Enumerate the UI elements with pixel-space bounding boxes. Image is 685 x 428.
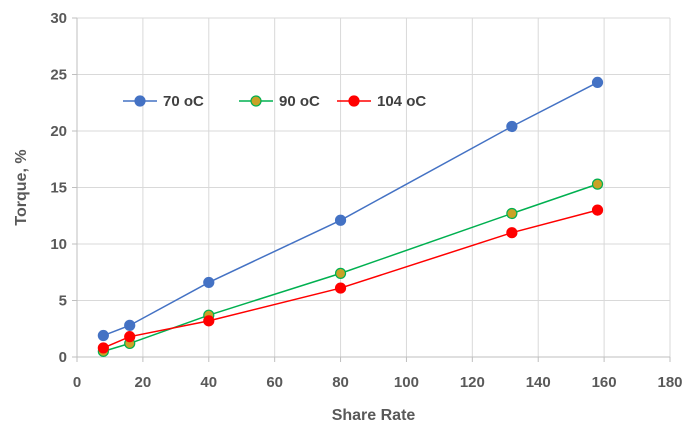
legend-label: 70 oC [163,93,204,110]
legend-label: 90 oC [279,93,320,110]
data-point [334,282,347,294]
x-tick-label: 120 [460,374,485,391]
x-tick-label: 60 [266,374,283,391]
series-lines [97,76,604,357]
x-tick-label: 100 [394,374,419,391]
series-line [103,183,598,353]
x-tick-label: 180 [657,374,682,391]
data-point [97,329,109,342]
series-0 [97,76,604,342]
data-point [203,315,215,327]
data-point [506,207,518,220]
x-tick-labels: 0 20 40 60 80 100 120 140 160 180 [73,374,683,391]
x-tick-label: 80 [332,374,349,391]
legend-marker [250,95,262,107]
series-line [103,209,598,349]
y-tick-labels: 0 5 10 15 20 25 30 [50,10,67,366]
y-tick-label: 15 [50,180,67,197]
data-point [124,319,136,331]
legend-item: 90 oC [239,93,320,110]
x-tick-label: 20 [135,374,152,391]
data-point [506,120,518,133]
data-point [591,204,604,216]
data-point [591,76,604,89]
data-point [124,331,136,343]
gridlines [77,17,671,357]
data-point [334,267,347,279]
series-1 [97,178,604,357]
y-tick-label: 20 [50,123,67,140]
x-tick-label: 0 [73,374,81,391]
legend-item: 70 oC [123,93,204,110]
legend-marker [348,95,360,107]
legend-marker [134,95,146,107]
data-point [97,342,109,354]
y-tick-label: 5 [59,293,67,310]
data-point [591,178,604,190]
axes [72,17,671,362]
x-tick-label: 40 [200,374,217,391]
x-axis-title: Share Rate [332,407,416,424]
y-tick-label: 25 [50,67,67,84]
legend: 70 oC 90 oC 104 oC [123,93,426,110]
data-point [203,276,215,289]
legend-item: 104 oC [337,93,426,110]
data-point [506,227,518,239]
x-tick-label: 160 [592,374,617,391]
y-tick-label: 10 [50,236,67,253]
series-2 [97,204,604,354]
legend-label: 104 oC [377,93,426,110]
data-point [334,214,347,226]
x-tick-label: 140 [526,374,551,391]
y-tick-label: 30 [50,10,67,27]
y-tick-label: 0 [59,349,67,366]
y-axis-title: Torque, % [13,149,30,225]
